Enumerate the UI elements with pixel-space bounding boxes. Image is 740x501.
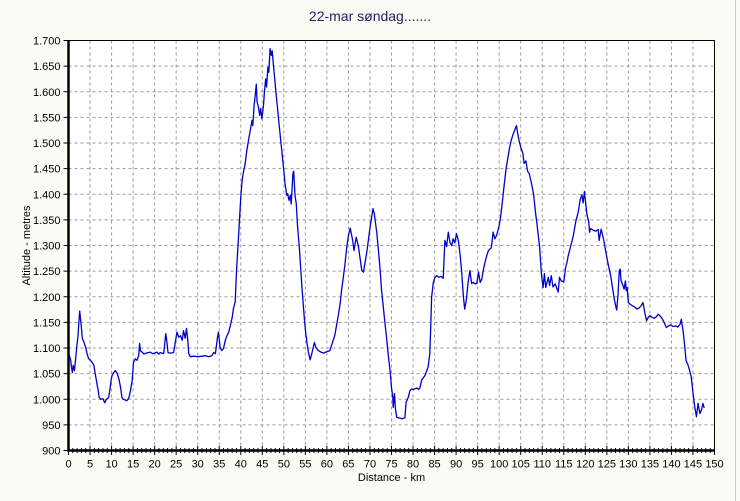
svg-text:1.650: 1.650 [33,61,61,73]
svg-text:1.200: 1.200 [33,292,61,304]
svg-text:145: 145 [684,459,702,471]
svg-text:120: 120 [576,459,594,471]
svg-text:1.250: 1.250 [33,266,61,278]
svg-text:25: 25 [170,459,182,471]
svg-text:1.350: 1.350 [33,215,61,227]
svg-text:135: 135 [641,459,659,471]
svg-text:1.600: 1.600 [33,87,61,99]
x-axis-title: Distance - km [358,472,425,484]
svg-text:1.450: 1.450 [33,164,61,176]
svg-text:150: 150 [705,459,723,471]
svg-text:95: 95 [472,459,484,471]
svg-text:75: 75 [385,459,397,471]
svg-text:1.050: 1.050 [33,369,61,381]
svg-text:70: 70 [364,459,376,471]
x-tick-labels: 0 5 10 15 20 25 30 35 40 45 50 55 60 65 70 75 80 85 90 95 10… [65,459,723,471]
svg-text:40: 40 [235,459,247,471]
svg-text:1.700: 1.700 [33,36,61,48]
svg-text:15: 15 [127,459,139,471]
svg-text:5: 5 [87,459,93,471]
svg-text:1.150: 1.150 [33,317,61,329]
gridlines [68,40,715,451]
chart-title: 22-mar søndag....... [308,8,432,24]
svg-text:55: 55 [299,459,311,471]
svg-text:1.550: 1.550 [33,112,61,124]
svg-text:125: 125 [598,459,616,471]
svg-text:10: 10 [105,459,117,471]
svg-text:1.400: 1.400 [33,189,61,201]
svg-text:45: 45 [256,459,268,471]
y-axis-title: Altitude - metres [21,205,33,286]
svg-text:0: 0 [65,459,71,471]
svg-text:900: 900 [42,446,60,458]
svg-text:35: 35 [213,459,225,471]
svg-text:30: 30 [192,459,204,471]
svg-text:60: 60 [321,459,333,471]
svg-text:1.100: 1.100 [33,343,61,355]
window-edge [735,0,736,501]
svg-text:90: 90 [450,459,462,471]
svg-text:130: 130 [619,459,637,471]
svg-text:1.500: 1.500 [33,138,61,150]
svg-text:140: 140 [662,459,680,471]
y-tick-labels: 900 950 1.000 1.050 1.100 1.150 1.200 1.250 1.30… [33,36,61,458]
svg-text:115: 115 [555,459,573,471]
svg-text:50: 50 [278,459,290,471]
svg-text:110: 110 [533,459,551,471]
svg-text:1.000: 1.000 [33,394,61,406]
svg-text:65: 65 [342,459,354,471]
svg-text:80: 80 [407,459,419,471]
svg-text:105: 105 [512,459,530,471]
svg-text:1.300: 1.300 [33,241,61,253]
altitude-line [67,48,705,420]
svg-text:20: 20 [149,459,161,471]
svg-text:100: 100 [490,459,508,471]
svg-text:950: 950 [42,420,60,432]
svg-text:85: 85 [428,459,440,471]
